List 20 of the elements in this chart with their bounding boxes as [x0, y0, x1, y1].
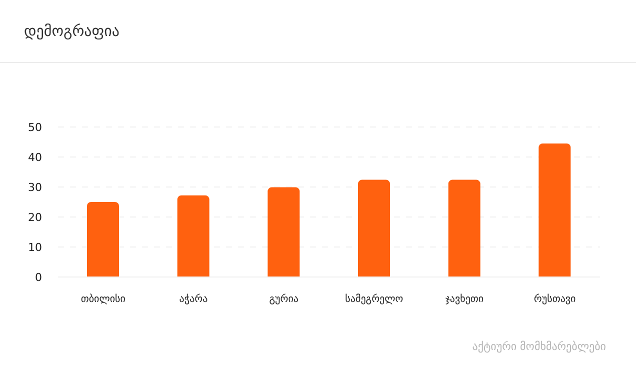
y-tick-label: 20 [28, 210, 42, 224]
x-tick-label: რუსთავი [534, 293, 576, 306]
bar [448, 180, 480, 277]
bar [177, 195, 210, 277]
x-tick-label: სამეგრელო [345, 293, 404, 306]
bar [358, 180, 390, 277]
bar [538, 144, 571, 277]
y-tick-label: 10 [28, 240, 42, 254]
x-tick-label: ჯავხეთი [445, 293, 484, 306]
y-tick-label: 50 [28, 120, 42, 134]
bar [87, 202, 119, 277]
x-tick-label: თბილისი [80, 293, 126, 306]
y-tick-label: 0 [35, 270, 42, 284]
x-tick-label: გურია [269, 293, 298, 306]
y-tick-label: 30 [28, 180, 42, 194]
x-tick-label: აჭარა [179, 293, 208, 306]
chart-title: დემოგრაფია [24, 22, 120, 40]
y-tick-label: 40 [28, 150, 42, 164]
text: აქტიური მომხმარებლები [472, 340, 606, 353]
bar [268, 187, 300, 277]
